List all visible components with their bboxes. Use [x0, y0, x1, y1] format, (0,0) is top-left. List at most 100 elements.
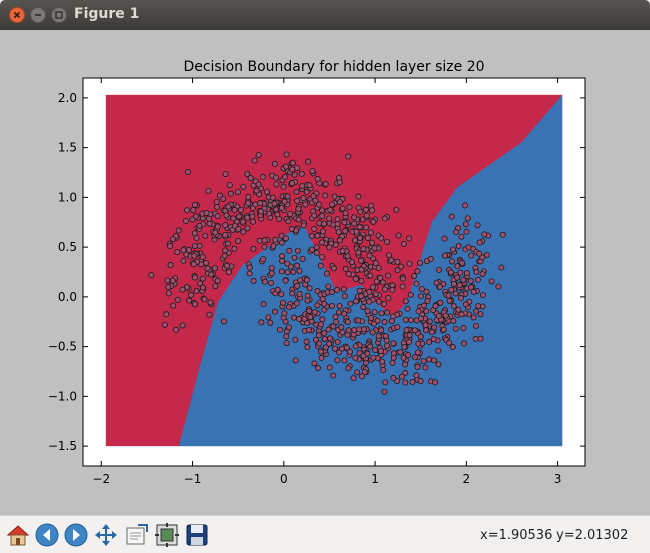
- data-point-class-0: [191, 230, 198, 237]
- data-point-class-0: [326, 244, 333, 251]
- data-point-class-1: [402, 298, 409, 305]
- data-point-class-0: [349, 259, 356, 266]
- data-point-class-1: [417, 259, 424, 266]
- data-point-class-1: [459, 259, 466, 266]
- data-point-class-1: [455, 306, 462, 313]
- forward-button[interactable]: [62, 521, 90, 549]
- data-point-class-1: [436, 283, 443, 290]
- data-point-class-0: [161, 321, 168, 328]
- home-button[interactable]: [4, 521, 32, 549]
- data-point-class-1: [256, 237, 263, 244]
- data-point-class-0: [197, 280, 204, 287]
- data-point-class-0: [180, 257, 187, 264]
- data-point-class-1: [382, 333, 389, 340]
- data-point-class-1: [456, 282, 463, 289]
- data-point-class-1: [303, 276, 310, 283]
- data-point-class-1: [329, 303, 336, 310]
- data-point-class-1: [292, 336, 299, 343]
- data-point-class-0: [174, 296, 181, 303]
- data-point-class-1: [425, 356, 432, 363]
- data-point-class-1: [296, 290, 303, 297]
- data-point-class-1: [426, 338, 433, 345]
- data-point-class-1: [388, 317, 395, 324]
- data-point-class-0: [355, 193, 362, 200]
- data-point-class-1: [467, 277, 474, 284]
- data-point-class-1: [406, 332, 413, 339]
- data-point-class-0: [373, 278, 380, 285]
- forward-icon: [64, 523, 88, 547]
- figure-canvas[interactable]: Decision Boundary for hidden layer size …: [0, 30, 650, 515]
- data-point-class-1: [462, 202, 469, 209]
- data-point-class-1: [272, 236, 279, 243]
- data-point-class-1: [418, 285, 425, 292]
- data-point-class-1: [295, 205, 302, 212]
- data-point-class-1: [422, 364, 429, 371]
- subplots-button[interactable]: [153, 521, 181, 549]
- data-point-class-1: [321, 300, 328, 307]
- data-point-class-0: [264, 188, 271, 195]
- data-point-class-1: [404, 305, 411, 312]
- data-point-class-0: [385, 252, 392, 259]
- data-point-class-0: [211, 265, 218, 272]
- close-button[interactable]: [9, 7, 25, 23]
- data-point-class-0: [334, 220, 341, 227]
- save-button[interactable]: [183, 521, 211, 549]
- data-point-class-0: [395, 232, 402, 239]
- data-point-class-1: [260, 301, 267, 308]
- data-point-class-0: [364, 235, 371, 242]
- data-point-class-1: [306, 307, 313, 314]
- data-point-class-1: [371, 309, 378, 316]
- data-point-class-1: [390, 374, 397, 381]
- data-point-class-1: [304, 320, 311, 327]
- data-point-class-0: [312, 197, 319, 204]
- data-point-class-1: [465, 244, 472, 251]
- zoom-button[interactable]: [122, 521, 150, 549]
- maximize-button[interactable]: [51, 7, 67, 23]
- data-point-class-1: [291, 254, 298, 261]
- data-point-class-0: [285, 218, 292, 225]
- data-point-class-1: [335, 309, 342, 316]
- save-icon: [186, 524, 208, 546]
- decision-region-class-1: [178, 94, 563, 447]
- data-point-class-1: [353, 298, 360, 305]
- data-point-class-1: [435, 361, 442, 368]
- data-point-class-0: [212, 283, 219, 290]
- data-point-class-0: [237, 206, 244, 213]
- data-point-class-1: [313, 244, 320, 251]
- decision-boundary-chart[interactable]: Decision Boundary for hidden layer size …: [0, 30, 650, 515]
- data-point-class-0: [278, 204, 285, 211]
- data-point-class-1: [455, 242, 462, 249]
- data-point-class-1: [250, 277, 257, 284]
- axes: −2 −1 0 1 2 3 −1.5 −1.0 −0.5 0.0 0.5 1.0 1.5 2.0: [48, 78, 585, 486]
- data-point-class-1: [445, 292, 452, 299]
- data-point-class-1: [474, 276, 481, 283]
- minimize-button[interactable]: [30, 7, 46, 23]
- data-point-class-0: [342, 265, 349, 272]
- data-point-class-1: [381, 319, 388, 326]
- data-point-class-1: [431, 379, 438, 386]
- data-point-class-0: [363, 224, 370, 231]
- data-point-class-0: [222, 247, 229, 254]
- data-point-class-1: [272, 308, 279, 315]
- data-point-class-0: [201, 296, 208, 303]
- data-point-class-0: [385, 272, 392, 279]
- data-point-class-1: [305, 327, 312, 334]
- data-point-class-0: [272, 206, 279, 213]
- data-point-class-1: [423, 327, 430, 334]
- data-point-class-0: [378, 310, 385, 317]
- data-point-class-1: [370, 320, 377, 327]
- data-point-class-1: [402, 379, 409, 386]
- data-point-class-0: [165, 290, 172, 297]
- data-point-class-1: [380, 367, 387, 374]
- data-point-class-0: [335, 229, 342, 236]
- data-point-class-0: [186, 297, 193, 304]
- data-point-class-1: [435, 347, 442, 354]
- data-point-class-1: [278, 291, 285, 298]
- data-point-class-0: [245, 200, 252, 207]
- pan-button[interactable]: [92, 521, 120, 549]
- data-point-class-1: [322, 344, 329, 351]
- data-point-class-0: [199, 253, 206, 260]
- x-tick-label: 1: [371, 472, 379, 486]
- home-icon: [6, 525, 30, 546]
- back-button[interactable]: [33, 521, 61, 549]
